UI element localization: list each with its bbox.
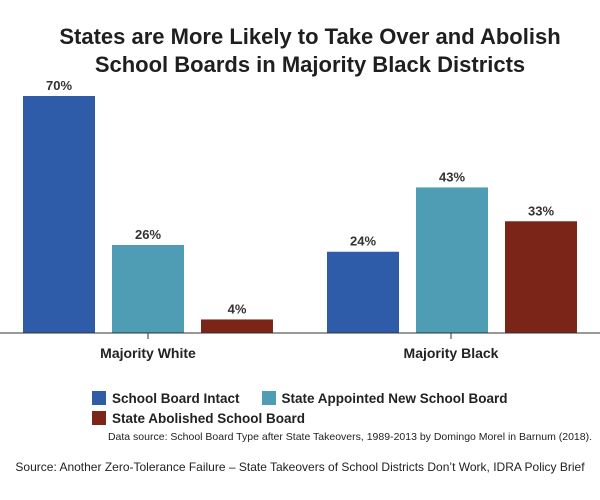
legend: School Board Intact State Appointed New … [92, 388, 572, 428]
bar-chart: States are More Likely to Take Over and … [0, 24, 600, 361]
legend-label-appointed: State Appointed New School Board [281, 390, 508, 406]
legend-label-intact: School Board Intact [112, 390, 240, 406]
category-label-majority-black: Majority Black [404, 345, 499, 361]
legend-label-abolished: State Abolished School Board [112, 410, 306, 426]
source-citation: Source: Another Zero-Tolerance Failure –… [15, 460, 585, 474]
data-label-majority-white-state-abolished-school-board: 4% [228, 301, 247, 316]
data-label-majority-black-state-appointed-new-school-board: 43% [439, 169, 465, 184]
legend-swatch-abolished [92, 411, 106, 425]
legend-row-2: State Abolished School Board [92, 408, 572, 428]
bar-majority-white-state-abolished-school-board [201, 319, 273, 333]
bar-majority-white-state-appointed-new-school-board [112, 244, 184, 333]
data-label-majority-black-state-abolished-school-board: 33% [528, 203, 554, 218]
legend-item-appointed: State Appointed New School Board [261, 390, 508, 406]
data-label-majority-black-school-board-intact: 24% [350, 234, 376, 249]
legend-item-intact: School Board Intact [92, 391, 240, 406]
category-label-majority-white: Majority White [100, 345, 196, 361]
legend-item-abolished: State Abolished School Board [92, 411, 305, 426]
bar-majority-white-school-board-intact [23, 96, 95, 333]
data-source-note: Data source: School Board Type after Sta… [107, 431, 592, 443]
legend-row-1: School Board Intact State Appointed New … [92, 388, 572, 408]
data-label-majority-white-school-board-intact: 70% [46, 78, 72, 93]
chart-title-line-1: States are More Likely to Take Over and … [59, 24, 560, 49]
bar-majority-black-state-abolished-school-board [505, 221, 577, 333]
legend-swatch-intact [92, 391, 106, 405]
bars-group: 70% 26% 4% 24% 43% 33% [23, 78, 577, 333]
x-axis-ticks [147, 333, 452, 339]
bar-majority-black-state-appointed-new-school-board [416, 187, 488, 333]
chart-title-line-2: School Boards in Majority Black District… [95, 52, 525, 77]
legend-swatch-appointed [261, 391, 276, 405]
bar-majority-black-school-board-intact [327, 251, 399, 333]
data-label-majority-white-state-appointed-new-school-board: 26% [135, 227, 161, 242]
